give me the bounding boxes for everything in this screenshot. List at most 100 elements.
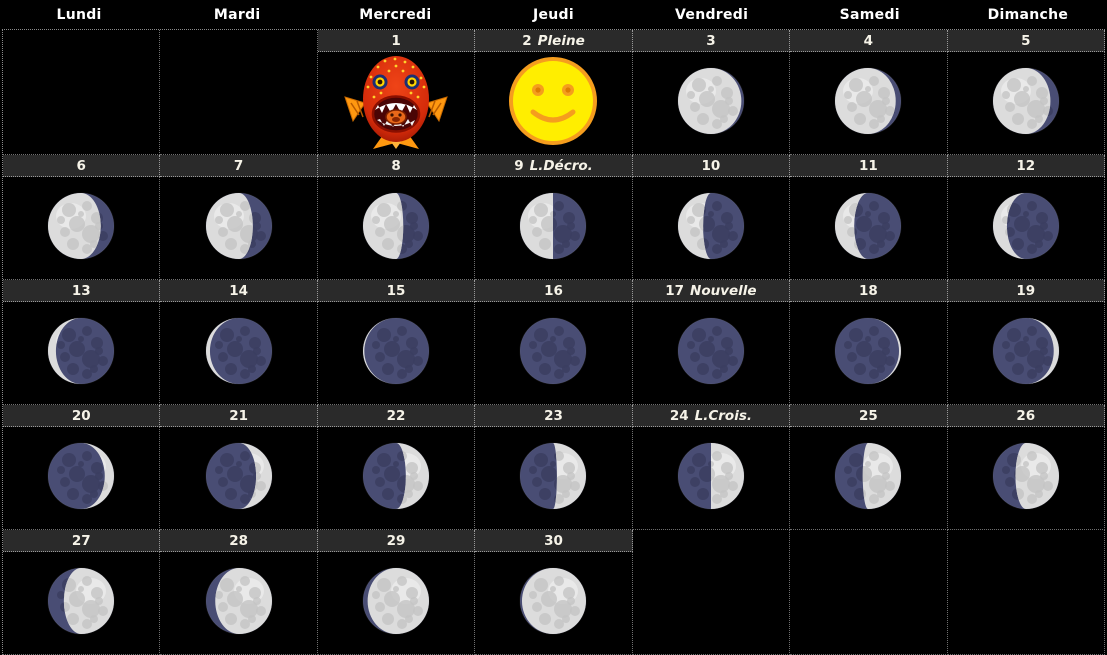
weekday-header-mercredi: Mercredi [359,6,432,23]
moon-phase-image [677,442,745,514]
day-cell-content [160,427,318,530]
day-number-strip: 29 [317,530,476,552]
moon-phase-image [205,192,273,264]
weekday-header-vendredi: Vendredi [675,6,749,23]
moon-phase-image [519,317,587,389]
day-cell-content [160,177,318,280]
weekday-header-jeudi: Jeudi [532,6,574,23]
smiley-face-icon [507,55,599,151]
day-number-strip: 17 Nouvelle [632,280,791,302]
day-cell-content [632,302,791,405]
day-number-strip: 18 [790,280,948,302]
day-number-strip: 30 [475,530,633,552]
day-cell-content [790,177,948,280]
moon-phase-image [519,192,587,264]
empty-day-cell [947,530,1105,655]
week-row-1: 1 2 Pleine 3 4 5 [3,30,1105,155]
day-number-strip: 3 [632,30,791,52]
day-number-strip: 25 [790,405,948,427]
day-number: 16 [544,282,563,299]
week-row-5: 27 28 29 30 [3,530,1105,655]
day-number: 3 [706,32,716,49]
day-cell-content [947,52,1105,155]
day-number-strip: 22 [317,405,476,427]
day-cell-content [475,552,633,655]
day-cell-content [3,302,161,405]
moon-phase-label: L.Crois. [694,407,752,424]
day-number: 4 [863,32,874,49]
empty-day-cell [3,30,161,155]
day-cell-content [160,552,318,655]
day-number: 28 [229,532,249,549]
day-cell-content [947,302,1105,405]
day-number-strip: 27 [3,530,161,552]
day-number-strip: 4 [790,30,948,52]
day-number: 13 [71,282,91,299]
day-number: 8 [391,157,401,174]
weekday-header-dimanche: Dimanche [987,6,1069,23]
weekday-header-lundi: Lundi [56,6,102,23]
day-cell-content [3,427,161,530]
week-row-4: 20 21 22 23 24 L.Crois. 25 26 [3,405,1105,530]
weekday-header-row: Lundi Mardi Mercredi Jeudi Vendredi Samedi Dim… [0,0,1107,29]
day-number-strip: 19 [947,280,1105,302]
day-cell-content [317,302,476,405]
moon-phase-image [205,317,273,389]
moon-phase-image [47,317,115,389]
day-number: 2 [522,32,532,49]
day-number: 26 [1016,407,1036,424]
day-number: 19 [1016,282,1036,299]
day-number: 10 [701,157,721,174]
week-row-2: 6 7 8 9 L.Décro. 10 11 12 [3,155,1105,280]
day-cell-content [317,52,476,155]
day-number: 12 [1016,157,1036,174]
day-number-strip: 12 [947,155,1105,177]
moon-phase-image [992,192,1060,264]
day-cell-content [3,177,161,280]
day-cell-content [947,177,1105,280]
day-number-strip: 13 [3,280,161,302]
day-cell-content [790,427,948,530]
moon-phase-image [992,317,1060,389]
empty-day-cell [790,530,948,655]
day-number: 22 [386,407,406,424]
day-number: 1 [391,32,401,49]
day-number: 21 [229,407,249,424]
day-number-strip: 28 [160,530,318,552]
day-number: 15 [386,282,406,299]
day-number: 30 [544,532,563,549]
moon-phase-image [47,442,115,514]
moon-phase-image [834,67,902,139]
moon-phase-image [205,567,273,639]
moon-phase-image [519,442,587,514]
day-number-strip: 16 [475,280,633,302]
moon-phase-image [992,67,1060,139]
day-number-strip: 14 [160,280,318,302]
moon-phase-image [677,67,745,139]
moon-phase-label: Nouvelle [690,282,757,299]
moon-phase-label: L.Décro. [529,157,593,174]
day-cell-content [632,427,791,530]
moon-phase-image [47,192,115,264]
moon-phase-image [362,442,430,514]
day-number-strip: 9 L.Décro. [475,155,633,177]
moon-phase-image [834,317,902,389]
day-number-strip: 1 [317,30,476,52]
empty-day-cell [160,30,318,155]
day-number-strip: 21 [160,405,318,427]
calendar-grid: 1 2 Pleine 3 4 5 6 7 8 9 L.Décro. 10 11 12 13 14 15 16 17 N… [2,29,1105,655]
moon-phase-image [47,567,115,639]
week-row-3: 13 14 15 16 17 Nouvelle 18 19 [3,280,1105,405]
day-cell-content [317,427,476,530]
day-number-strip: 20 [3,405,161,427]
moon-phase-image [362,192,430,264]
moon-phase-image [834,192,902,264]
weekday-header-samedi: Samedi [839,6,900,23]
day-cell-content [317,552,476,655]
day-cell-content [475,52,633,155]
day-number: 11 [858,157,878,174]
april-fish-icon [343,53,449,153]
day-number: 18 [858,282,878,299]
moon-phase-image [362,567,430,639]
